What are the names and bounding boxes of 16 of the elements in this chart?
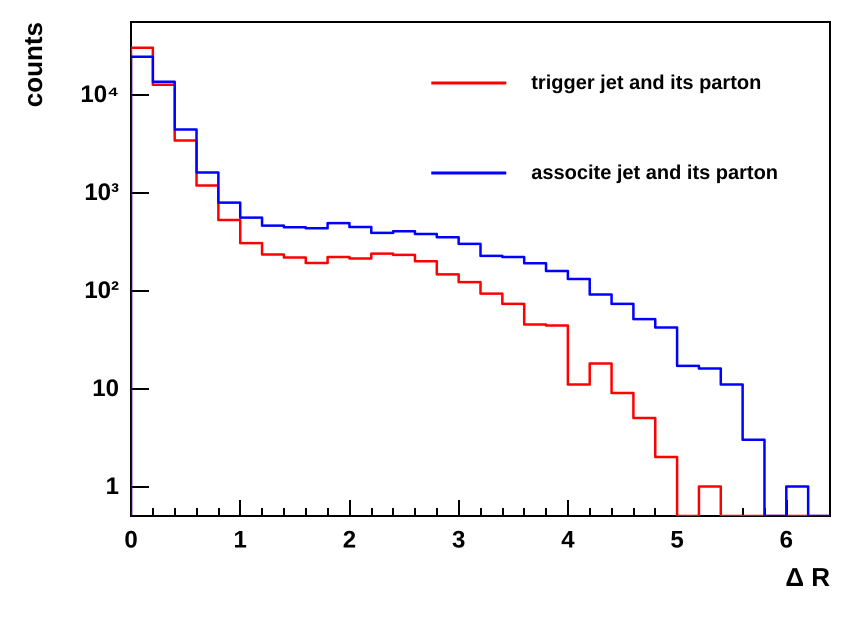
x-tick-label: 5 <box>670 526 684 554</box>
x-tick-label: 1 <box>234 526 247 554</box>
x-tick-label: 6 <box>780 526 793 554</box>
x-tick-label: 4 <box>561 526 576 554</box>
legend-label: associte jet and its parton <box>531 162 778 184</box>
y-tick-label: 10² <box>84 277 120 304</box>
x-tick-label: 0 <box>124 526 138 554</box>
y-axis-title: counts <box>18 22 48 108</box>
x-tick-label: 3 <box>452 526 466 554</box>
y-tick-label: 10³ <box>84 179 120 206</box>
legend-label: trigger jet and its parton <box>531 72 762 94</box>
x-axis-title: Δ R <box>785 562 830 592</box>
y-tick-label: 1 <box>106 473 119 500</box>
y-tick-label: 10⁴ <box>80 81 119 108</box>
x-tick-label: 2 <box>342 526 356 554</box>
y-tick-label: 10 <box>92 375 119 402</box>
